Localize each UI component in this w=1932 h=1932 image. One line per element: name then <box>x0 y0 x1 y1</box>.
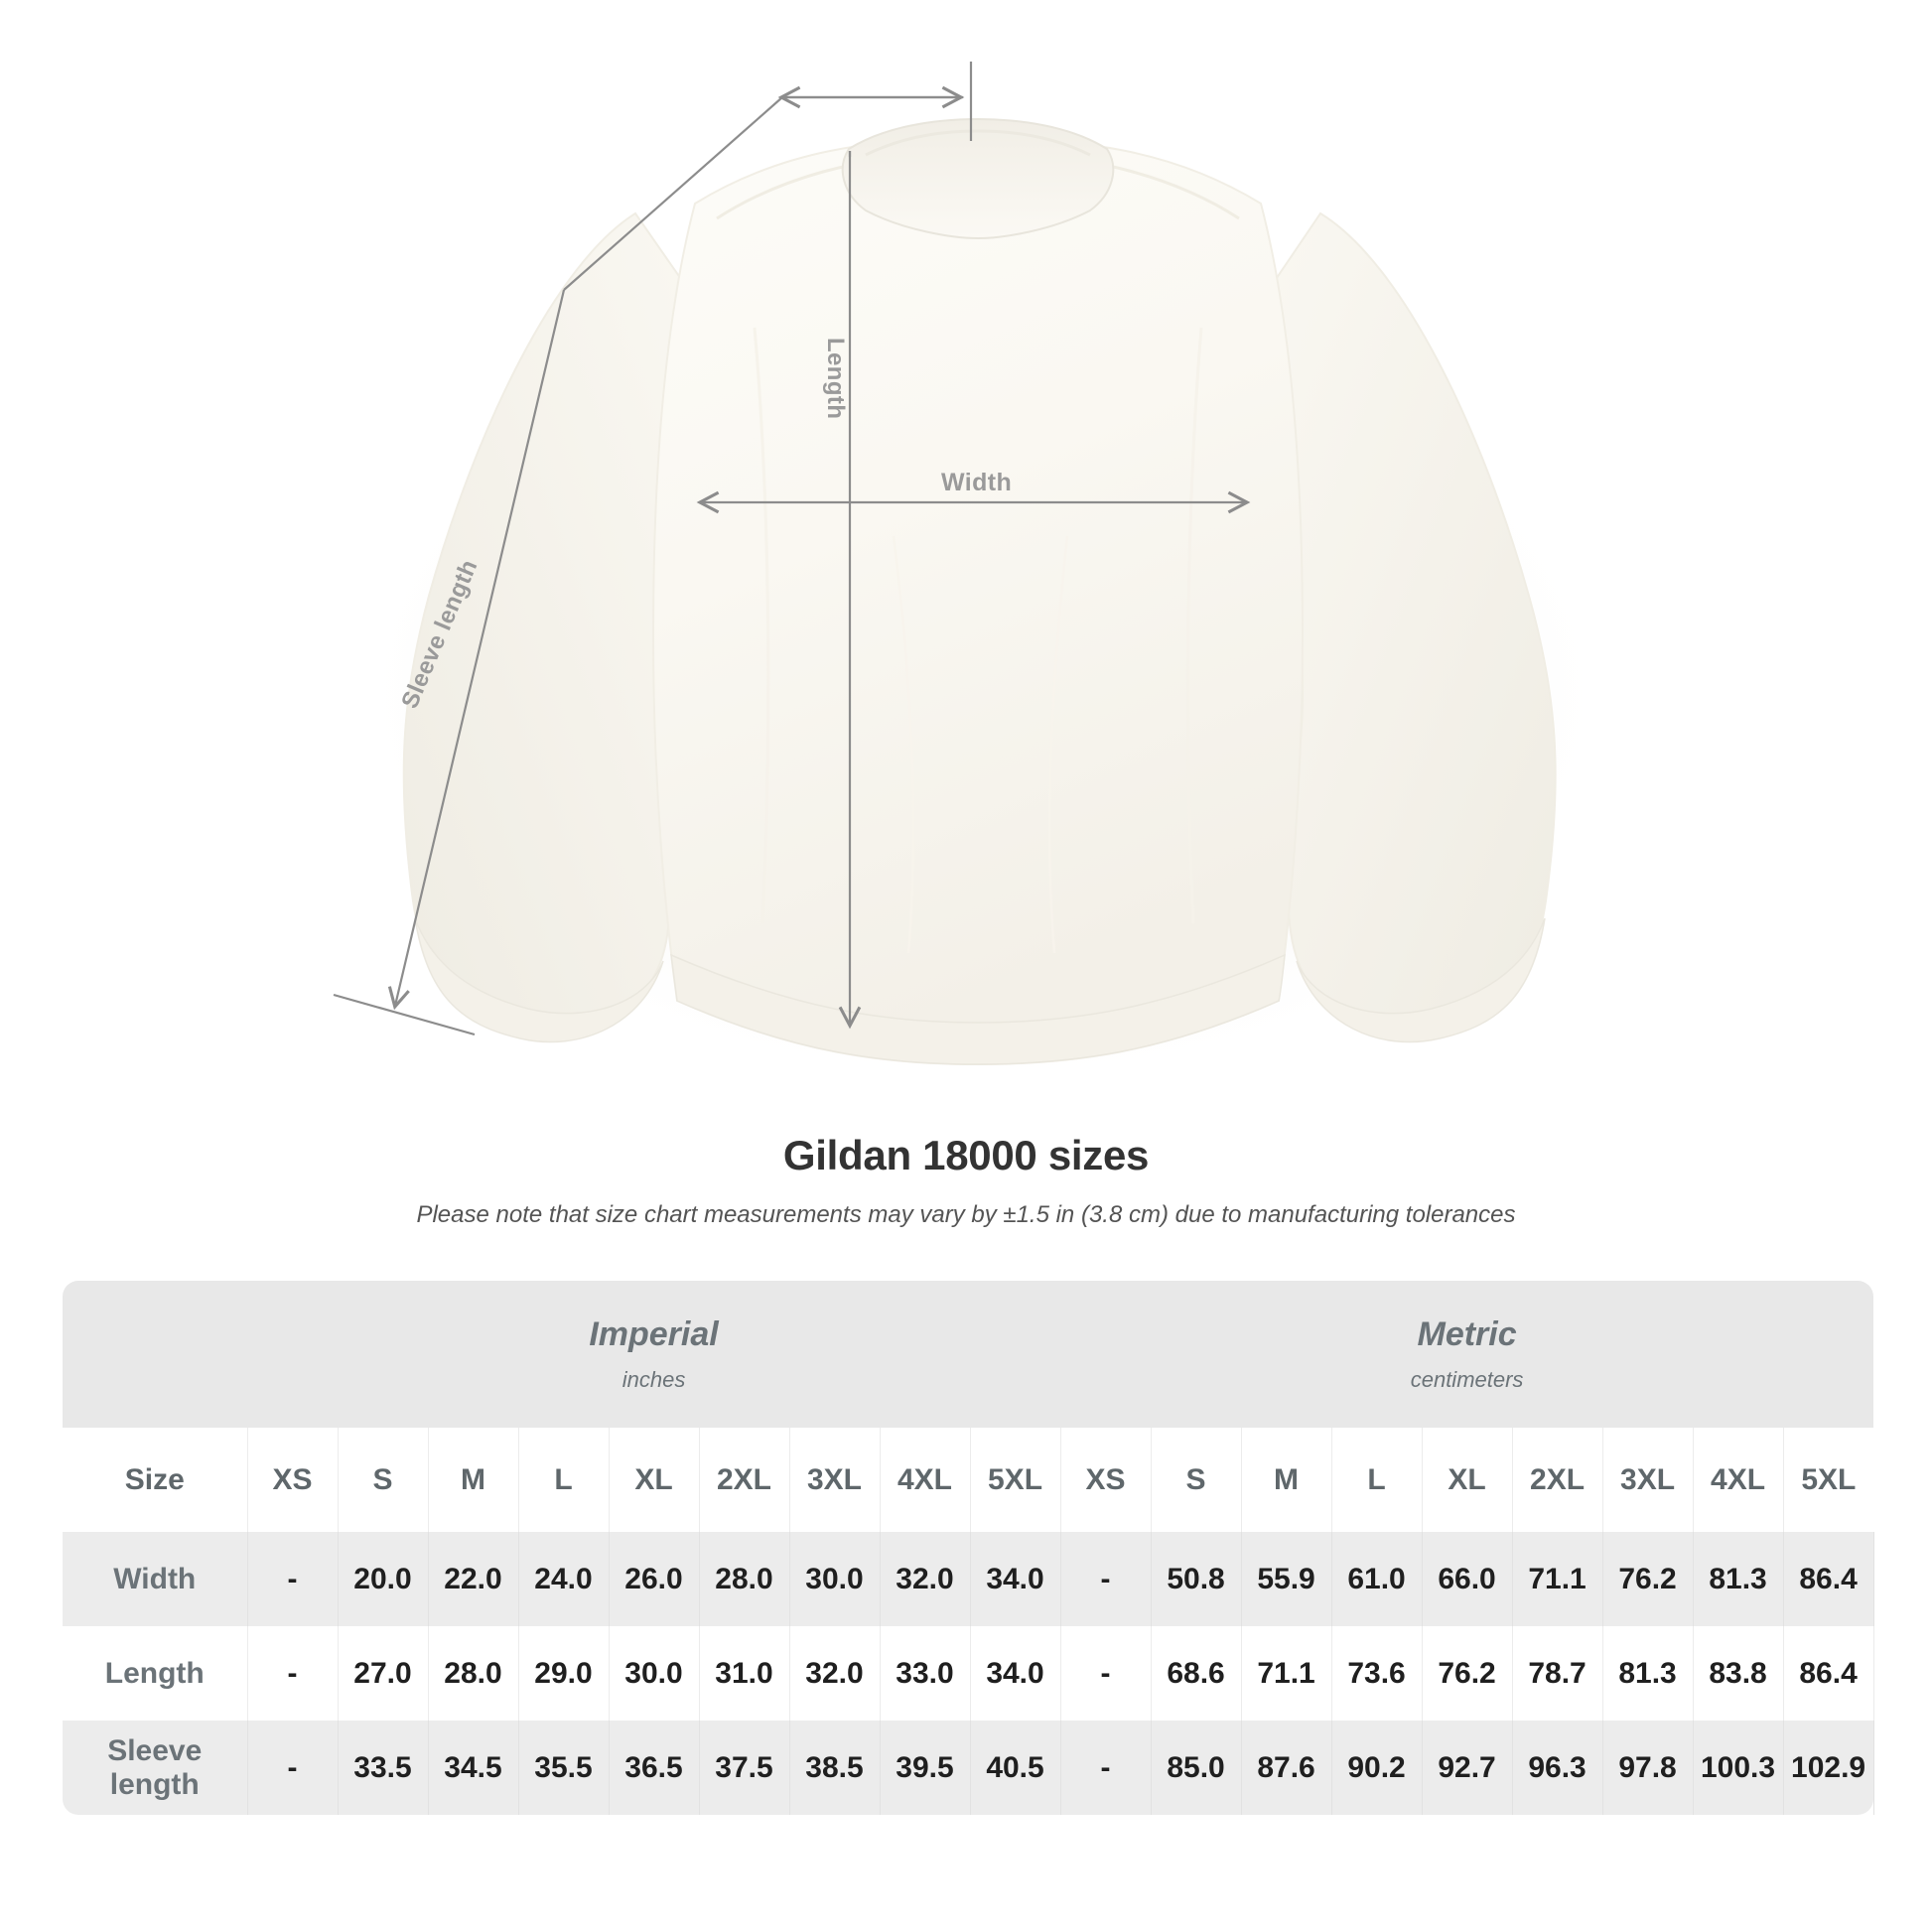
cell-width-metric-3xl: 76.2 <box>1602 1532 1694 1626</box>
size-column-header-m: M <box>1241 1428 1332 1532</box>
cell-sleeve-length-metric-xs: - <box>1060 1721 1152 1815</box>
table-corner-cell <box>63 1281 247 1428</box>
cell-length-metric-3xl: 81.3 <box>1602 1626 1694 1721</box>
cell-length-metric-4xl: 83.8 <box>1693 1626 1784 1721</box>
cell-length-metric-2xl: 78.7 <box>1512 1626 1603 1721</box>
cell-width-metric-xl: 66.0 <box>1422 1532 1513 1626</box>
cell-length-imperial-xl: 30.0 <box>609 1626 700 1721</box>
cell-length-metric-xs: - <box>1060 1626 1152 1721</box>
size-column-header-3xl: 3XL <box>1602 1428 1694 1532</box>
cell-sleeve-length-imperial-2xl: 37.5 <box>699 1721 790 1815</box>
cell-sleeve-length-metric-m: 87.6 <box>1241 1721 1332 1815</box>
cell-length-metric-xl: 76.2 <box>1422 1626 1513 1721</box>
cell-width-imperial-xs: - <box>247 1532 339 1626</box>
cell-width-imperial-xl: 26.0 <box>609 1532 700 1626</box>
row-label-width: Width <box>63 1532 248 1626</box>
measurement-system-header-row: Imperial inches Metric centimeters <box>63 1281 1874 1428</box>
size-column-header-2xl: 2XL <box>1512 1428 1603 1532</box>
system-name: Metric <box>1417 1315 1517 1354</box>
row-label-sleeve-length: Sleeve length <box>63 1721 248 1815</box>
cell-sleeve-length-imperial-m: 34.5 <box>428 1721 519 1815</box>
size-chart-table-wrapper: Imperial inches Metric centimeters Size XS S M L… <box>63 1281 1874 1815</box>
cell-length-imperial-m: 28.0 <box>428 1626 519 1721</box>
size-column-header-m: M <box>428 1428 519 1532</box>
garment-diagram: Length Width Sleeve length <box>333 62 1618 1092</box>
title-block: Gildan 18000 sizes Please note that size… <box>0 1132 1932 1229</box>
cell-sleeve-length-metric-2xl: 96.3 <box>1512 1721 1603 1815</box>
cell-length-imperial-4xl: 33.0 <box>880 1626 971 1721</box>
cell-width-imperial-l: 24.0 <box>518 1532 610 1626</box>
table-row: Width -20.0 22.0 24.0 26.0 28.0 30.0 32.0 34.0-5… <box>63 1532 1874 1626</box>
sweatshirt-illustration <box>347 117 1618 1092</box>
size-column-header-4xl: 4XL <box>1693 1428 1784 1532</box>
width-label: Width <box>941 469 1013 496</box>
cell-width-imperial-5xl: 34.0 <box>970 1532 1061 1626</box>
cell-width-imperial-4xl: 32.0 <box>880 1532 971 1626</box>
cell-length-metric-5xl: 86.4 <box>1783 1626 1874 1721</box>
size-column-header-s: S <box>1151 1428 1242 1532</box>
cell-length-metric-s: 68.6 <box>1151 1626 1242 1721</box>
size-column-header-xl: XL <box>609 1428 700 1532</box>
cell-width-metric-4xl: 81.3 <box>1693 1532 1784 1626</box>
cell-sleeve-length-metric-5xl: 102.9 <box>1783 1721 1874 1815</box>
cell-sleeve-length-metric-3xl: 97.8 <box>1602 1721 1694 1815</box>
cell-width-metric-2xl: 71.1 <box>1512 1532 1603 1626</box>
cell-sleeve-length-imperial-xs: - <box>247 1721 339 1815</box>
system-unit: inches <box>621 1366 686 1392</box>
cell-sleeve-length-imperial-5xl: 40.5 <box>970 1721 1061 1815</box>
size-column-header-s: S <box>338 1428 429 1532</box>
cell-width-imperial-2xl: 28.0 <box>699 1532 790 1626</box>
system-name: Imperial <box>589 1315 719 1354</box>
size-column-header-xs: XS <box>247 1428 339 1532</box>
size-column-header-2xl: 2XL <box>699 1428 790 1532</box>
cell-width-imperial-3xl: 30.0 <box>789 1532 881 1626</box>
cell-length-imperial-xs: - <box>247 1626 339 1721</box>
cell-width-metric-xs: - <box>1060 1532 1152 1626</box>
cell-sleeve-length-imperial-s: 33.5 <box>338 1721 429 1815</box>
system-header-metric: Metric centimeters <box>1060 1281 1874 1428</box>
row-label-length: Length <box>63 1626 248 1721</box>
length-label: Length <box>822 338 849 420</box>
cell-width-imperial-s: 20.0 <box>338 1532 429 1626</box>
size-column-header-l: L <box>1331 1428 1423 1532</box>
cell-length-imperial-5xl: 34.0 <box>970 1626 1061 1721</box>
cell-sleeve-length-metric-4xl: 100.3 <box>1693 1721 1784 1815</box>
size-column-header-xl: XL <box>1422 1428 1513 1532</box>
cell-sleeve-length-metric-s: 85.0 <box>1151 1721 1242 1815</box>
size-column-header-5xl: 5XL <box>970 1428 1061 1532</box>
cell-length-imperial-2xl: 31.0 <box>699 1626 790 1721</box>
size-column-header-xs: XS <box>1060 1428 1152 1532</box>
cell-length-imperial-l: 29.0 <box>518 1626 610 1721</box>
cell-width-metric-m: 55.9 <box>1241 1532 1332 1626</box>
size-column-header-5xl: 5XL <box>1783 1428 1874 1532</box>
size-column-header-3xl: 3XL <box>789 1428 881 1532</box>
cell-sleeve-length-imperial-4xl: 39.5 <box>880 1721 971 1815</box>
cell-length-imperial-3xl: 32.0 <box>789 1626 881 1721</box>
cell-width-metric-5xl: 86.4 <box>1783 1532 1874 1626</box>
cell-width-metric-l: 61.0 <box>1331 1532 1423 1626</box>
cell-width-metric-s: 50.8 <box>1151 1532 1242 1626</box>
cell-width-imperial-m: 22.0 <box>428 1532 519 1626</box>
size-column-header-l: L <box>518 1428 610 1532</box>
size-chart-table: Imperial inches Metric centimeters Size XS S M L… <box>63 1281 1874 1815</box>
page-title: Gildan 18000 sizes <box>782 1132 1150 1178</box>
size-row-label: Size <box>63 1428 248 1532</box>
system-unit: centimeters <box>1410 1366 1524 1392</box>
cell-length-metric-m: 71.1 <box>1241 1626 1332 1721</box>
tolerance-note: Please note that size chart measurements… <box>416 1201 1516 1228</box>
size-column-header-4xl: 4XL <box>880 1428 971 1532</box>
cell-length-imperial-s: 27.0 <box>338 1626 429 1721</box>
table-row: Sleeve length -33.5 34.5 35.5 36.5 37.5 38.5 39… <box>63 1721 1874 1815</box>
cell-sleeve-length-metric-l: 90.2 <box>1331 1721 1423 1815</box>
cell-sleeve-length-imperial-3xl: 38.5 <box>789 1721 881 1815</box>
cell-length-metric-l: 73.6 <box>1331 1626 1423 1721</box>
table-row: Length -27.0 28.0 29.0 30.0 31.0 32.0 33.0 34.0-… <box>63 1626 1874 1721</box>
cell-sleeve-length-metric-xl: 92.7 <box>1422 1721 1513 1815</box>
cell-sleeve-length-imperial-xl: 36.5 <box>609 1721 700 1815</box>
system-header-imperial: Imperial inches <box>247 1281 1061 1428</box>
size-header-row: Size XS S M L XL 2XL 3XL 4XL 5XL XS S M L XL 2XL 3XL 4XL 5… <box>63 1428 1874 1532</box>
cell-sleeve-length-imperial-l: 35.5 <box>518 1721 610 1815</box>
